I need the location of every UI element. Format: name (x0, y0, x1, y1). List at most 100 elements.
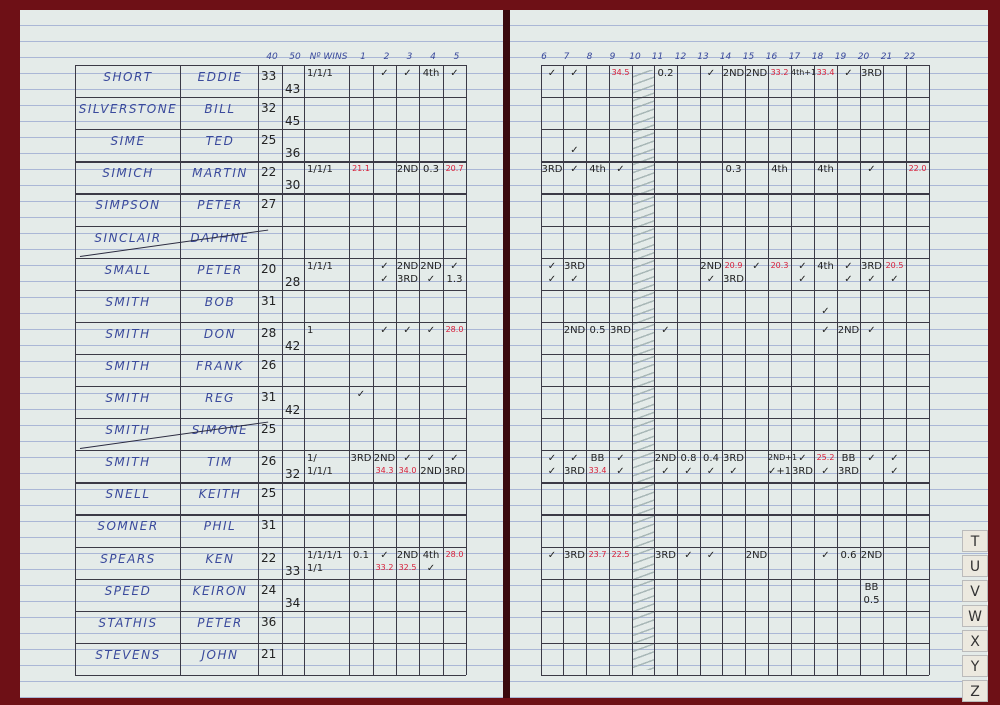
index-tab[interactable]: Z (962, 680, 988, 702)
entry-mark: ✓ (570, 273, 579, 285)
score-50: 33 (285, 563, 301, 578)
entry-mark: BB (864, 581, 879, 593)
row-line (541, 129, 929, 131)
score-40: 36 (261, 614, 277, 629)
entry-mark: ✓ (547, 273, 557, 285)
index-tab[interactable]: X (962, 630, 988, 652)
entry-mark: ✓ (426, 273, 436, 285)
column-header: 2 (383, 52, 390, 62)
entry-mark: ✓ (706, 68, 716, 79)
column-header: 17 (788, 52, 801, 62)
score-40: 31 (261, 293, 277, 308)
grid-line (906, 65, 908, 675)
first-name: PETER (197, 198, 243, 213)
row-line (541, 482, 929, 484)
entry-mark: ✓ (380, 68, 389, 79)
first-name: KEN (205, 551, 235, 566)
grid-line (883, 65, 885, 675)
index-tab[interactable]: Y (962, 655, 988, 677)
index-tab[interactable]: V (962, 580, 988, 602)
row-line (75, 129, 466, 131)
grid-line (304, 65, 306, 675)
entry-mark: 23.7 (588, 549, 607, 559)
score-40: 26 (261, 454, 277, 469)
surname: SOMNER (97, 519, 159, 534)
wins-tally: 1/1/1 (307, 164, 333, 176)
row-line (541, 225, 929, 227)
entry-mark: ✓ (426, 324, 436, 336)
entry-mark: 21.1 (352, 164, 370, 174)
entry-mark: ✓ (403, 68, 412, 79)
row-line (75, 642, 466, 645)
entry-mark: 33.4 (816, 68, 835, 77)
entry-mark: ✓ (426, 562, 436, 574)
entry-mark: ✓ (570, 164, 579, 176)
score-50: 30 (285, 178, 301, 193)
grid-line (443, 65, 445, 675)
first-name: BOB (204, 294, 236, 309)
entry-mark: ✓ (821, 324, 830, 336)
row-line (75, 65, 466, 67)
entry-mark: 0.3 (423, 164, 439, 176)
column-header: 3 (406, 52, 413, 62)
score-40: 25 (261, 422, 277, 437)
entry-mark: 0.4 (703, 453, 719, 465)
entry-mark: 32.5 (398, 562, 417, 572)
entry-mark: 3RD (563, 466, 585, 478)
entry-mark: ✓ (547, 466, 557, 478)
score-40: 20 (261, 261, 277, 276)
entry-mark: 3RD (837, 466, 859, 478)
entry-mark: 3RD (563, 260, 585, 272)
first-name: PHIL (203, 519, 237, 534)
entry-mark: ✓ (867, 164, 876, 176)
grid-line (609, 65, 611, 675)
entry-mark: 34.0 (398, 466, 417, 476)
column-header: 10 (629, 52, 641, 62)
grid-line (814, 65, 816, 675)
surname: SILVERSTONE (78, 102, 178, 117)
row-line (541, 97, 929, 99)
column-header: 4 (430, 52, 436, 62)
row-line (541, 450, 929, 452)
grid-line (396, 65, 398, 675)
row-line (75, 674, 466, 677)
entry-mark: 4th (589, 164, 606, 176)
entry-mark: ✓ (380, 324, 389, 336)
entry-mark: 0.5 (589, 324, 606, 336)
score-40: 26 (261, 357, 277, 372)
surname: SMITH (105, 358, 151, 373)
column-header: 18 (811, 52, 824, 62)
index-tab[interactable]: T (962, 530, 988, 552)
index-tab[interactable]: W (962, 605, 988, 627)
score-40: 27 (261, 197, 277, 212)
surname: SMITH (105, 391, 151, 405)
row-line (75, 161, 466, 163)
score-50: 34 (285, 595, 301, 610)
row-line (541, 674, 929, 677)
first-name: KEIRON (192, 583, 248, 598)
score-50: 43 (285, 82, 301, 96)
entry-mark: 3RD (563, 549, 585, 561)
grid-line (373, 65, 375, 675)
index-tab[interactable]: U (962, 555, 988, 577)
entry-mark: 2ND (654, 453, 677, 465)
surname: STEVENS (95, 647, 161, 662)
wins-tally: 1/1/1 (307, 260, 333, 272)
first-name: TIM (207, 455, 233, 470)
entry-mark: 3RD (791, 466, 813, 478)
entry-mark: 2ND (700, 260, 722, 272)
column-header: Nº WINS (309, 52, 348, 62)
entry-mark: ✓ (380, 260, 389, 272)
surname: SMITH (105, 294, 151, 309)
score-50: 36 (285, 146, 301, 161)
entry-mark: ✓ (821, 549, 830, 561)
entry-mark: ✓ (890, 453, 899, 465)
entry-mark: 2ND (396, 549, 419, 561)
entry-mark: 2ND (837, 324, 860, 336)
row-line (541, 289, 929, 291)
entry-mark: 20.9 (724, 260, 743, 270)
score-40: 25 (261, 133, 277, 148)
column-header: 22 (903, 52, 916, 62)
entry-mark: ✓ (380, 273, 389, 285)
row-line (75, 225, 466, 227)
